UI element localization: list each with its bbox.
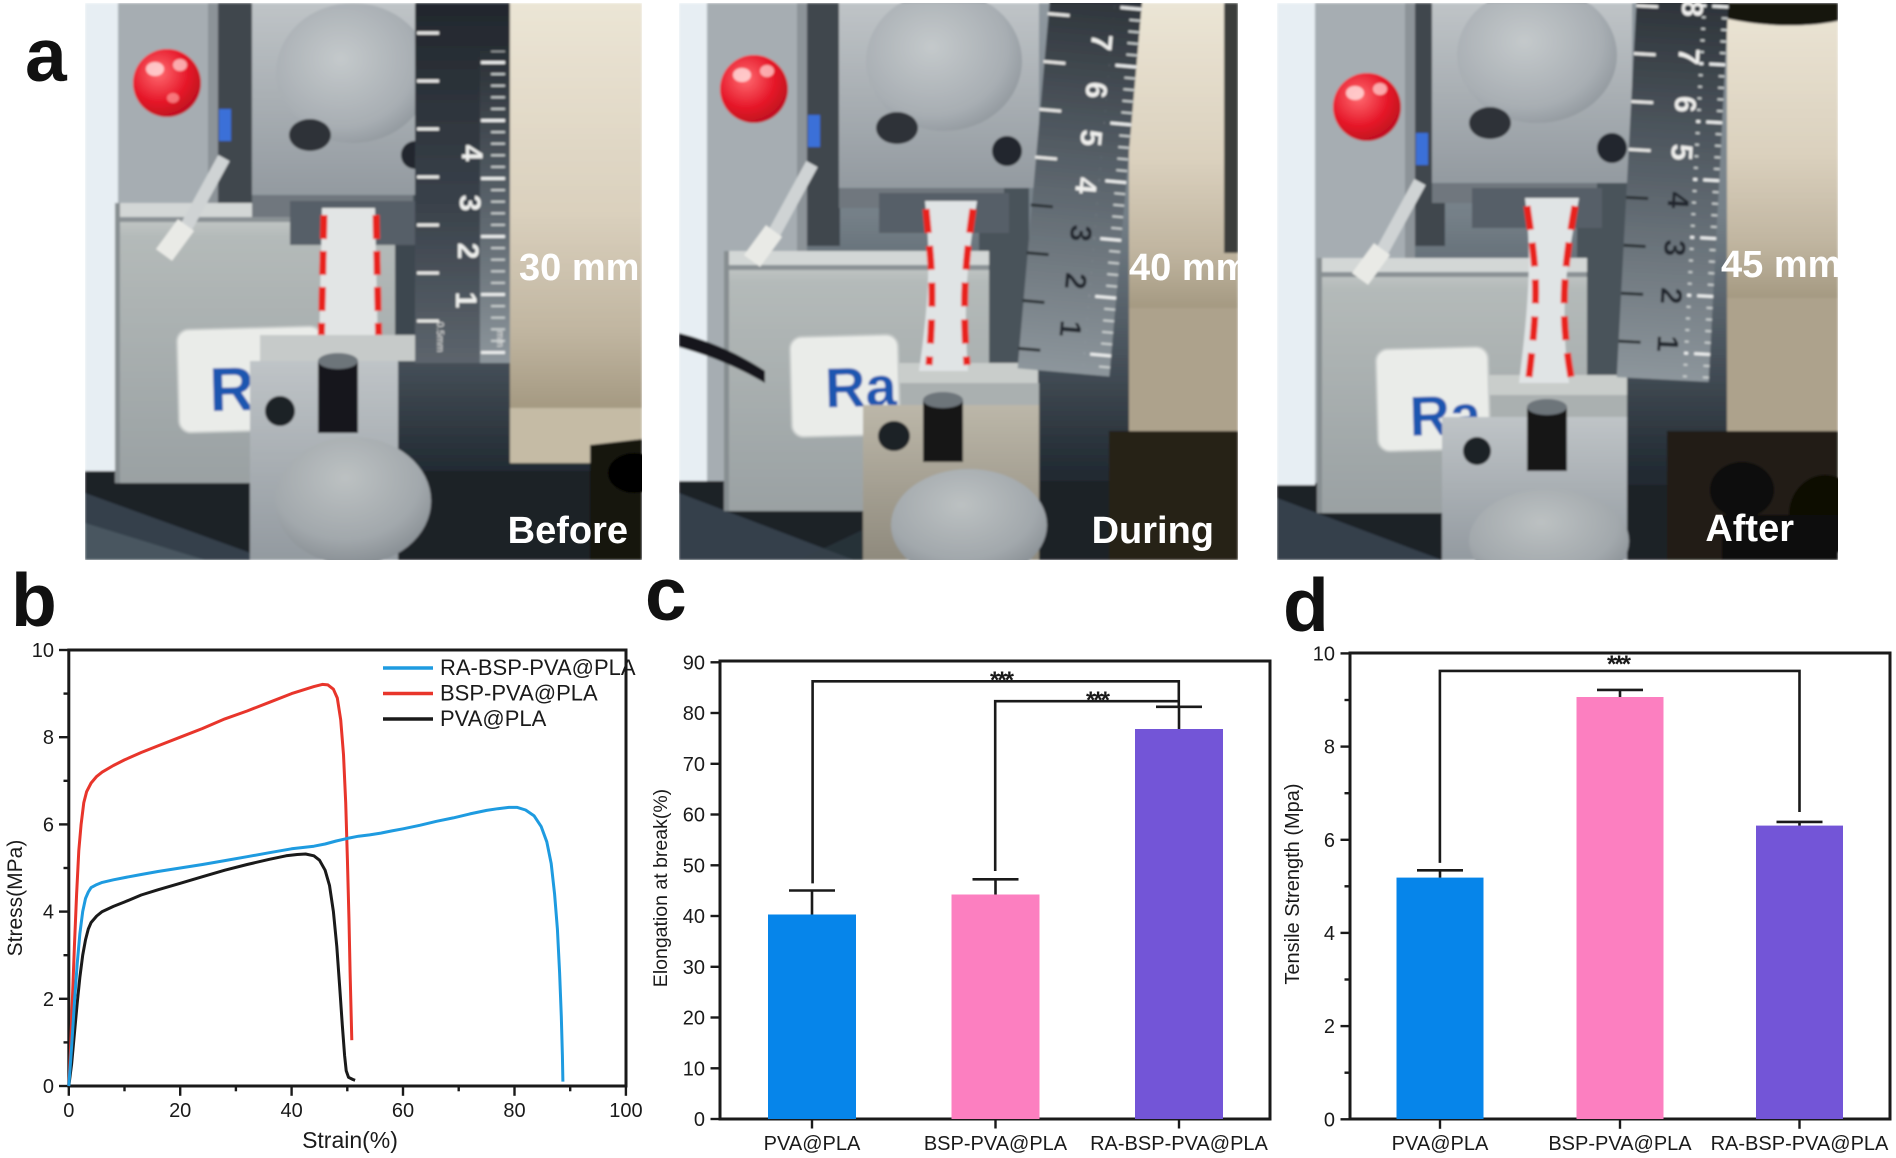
svg-text:RA-BSP-PVA@PLA: RA-BSP-PVA@PLA bbox=[440, 655, 636, 680]
svg-text:Strain(%): Strain(%) bbox=[302, 1127, 398, 1153]
svg-text:0: 0 bbox=[43, 1076, 54, 1098]
svg-text:0: 0 bbox=[63, 1100, 74, 1122]
svg-text:1: 1 bbox=[449, 292, 482, 309]
svg-text:***: *** bbox=[990, 667, 1015, 694]
svg-text:40: 40 bbox=[280, 1100, 302, 1122]
svg-text:2: 2 bbox=[1058, 271, 1092, 291]
svg-text:40 mm: 40 mm bbox=[1129, 247, 1238, 289]
svg-text:Before: Before bbox=[508, 510, 628, 552]
svg-text:2: 2 bbox=[1654, 287, 1688, 305]
svg-text:10: 10 bbox=[683, 1058, 705, 1080]
svg-text:60: 60 bbox=[683, 805, 705, 827]
svg-text:6: 6 bbox=[1324, 830, 1335, 852]
svg-text:3: 3 bbox=[1657, 239, 1691, 257]
svg-text:60: 60 bbox=[392, 1100, 414, 1122]
svg-text:BSP-PVA@PLA: BSP-PVA@PLA bbox=[440, 681, 598, 706]
svg-text:BSP-PVA@PLA: BSP-PVA@PLA bbox=[1548, 1133, 1692, 1155]
svg-text:8: 8 bbox=[43, 727, 54, 749]
svg-text:80: 80 bbox=[503, 1100, 525, 1122]
svg-text:10: 10 bbox=[32, 640, 54, 662]
svg-text:2: 2 bbox=[1324, 1016, 1335, 1038]
svg-text:3: 3 bbox=[1063, 224, 1097, 244]
svg-text:8: 8 bbox=[1675, 3, 1709, 18]
svg-text:40: 40 bbox=[683, 906, 705, 928]
svg-text:30: 30 bbox=[683, 957, 705, 979]
svg-text:PVA@PLA: PVA@PLA bbox=[440, 706, 547, 731]
svg-text:70: 70 bbox=[683, 754, 705, 776]
svg-text:***: *** bbox=[1086, 687, 1111, 714]
svg-text:Tensile Strength (Mpa): Tensile Strength (Mpa) bbox=[1282, 783, 1304, 984]
svg-text:5: 5 bbox=[1664, 143, 1698, 161]
svg-text:3: 3 bbox=[453, 195, 486, 212]
svg-text:1: 1 bbox=[1650, 335, 1684, 353]
svg-text:During: During bbox=[1092, 510, 1214, 552]
svg-text:PVA@PLA: PVA@PLA bbox=[1392, 1133, 1489, 1155]
svg-text:6: 6 bbox=[1078, 80, 1112, 100]
svg-text:PVA@PLA: PVA@PLA bbox=[764, 1133, 861, 1155]
svg-text:4: 4 bbox=[1068, 176, 1102, 196]
svg-text:50: 50 bbox=[683, 855, 705, 877]
svg-text:RA-BSP-PVA@PLA: RA-BSP-PVA@PLA bbox=[1090, 1133, 1268, 1155]
svg-text:45 mm: 45 mm bbox=[1721, 244, 1838, 286]
svg-text:4: 4 bbox=[455, 145, 488, 162]
svg-text:R: R bbox=[208, 355, 255, 425]
svg-text:10: 10 bbox=[1313, 643, 1335, 665]
svg-text:30 mm: 30 mm bbox=[519, 247, 639, 289]
svg-text:2: 2 bbox=[43, 989, 54, 1011]
svg-text:RA-BSP-PVA@PLA: RA-BSP-PVA@PLA bbox=[1711, 1133, 1889, 1155]
svg-text:2: 2 bbox=[451, 243, 484, 260]
svg-text:0: 0 bbox=[694, 1109, 705, 1131]
svg-text:4: 4 bbox=[1324, 923, 1335, 945]
svg-text:100: 100 bbox=[609, 1100, 642, 1122]
svg-text:7: 7 bbox=[1084, 33, 1118, 53]
svg-text:mm: mm bbox=[494, 331, 505, 348]
svg-text:90: 90 bbox=[683, 652, 705, 674]
svg-text:***: *** bbox=[1607, 651, 1632, 678]
svg-text:5: 5 bbox=[1073, 128, 1107, 148]
svg-text:6: 6 bbox=[43, 814, 54, 836]
svg-text:BSP-PVA@PLA: BSP-PVA@PLA bbox=[924, 1133, 1068, 1155]
svg-text:7: 7 bbox=[1671, 47, 1705, 65]
svg-text:0.5mm: 0.5mm bbox=[434, 322, 445, 353]
svg-text:20: 20 bbox=[683, 1008, 705, 1030]
svg-text:Stress(MPa): Stress(MPa) bbox=[4, 840, 27, 957]
svg-text:Elongation at break(%): Elongation at break(%) bbox=[650, 789, 672, 987]
svg-text:1: 1 bbox=[1053, 319, 1087, 339]
svg-text:8: 8 bbox=[1324, 737, 1335, 759]
svg-text:0: 0 bbox=[1324, 1109, 1335, 1131]
svg-text:20: 20 bbox=[169, 1100, 191, 1122]
svg-text:6: 6 bbox=[1668, 95, 1702, 113]
svg-text:4: 4 bbox=[43, 902, 54, 924]
svg-text:4: 4 bbox=[1661, 191, 1695, 210]
svg-text:80: 80 bbox=[683, 703, 705, 725]
svg-text:After: After bbox=[1705, 508, 1794, 550]
